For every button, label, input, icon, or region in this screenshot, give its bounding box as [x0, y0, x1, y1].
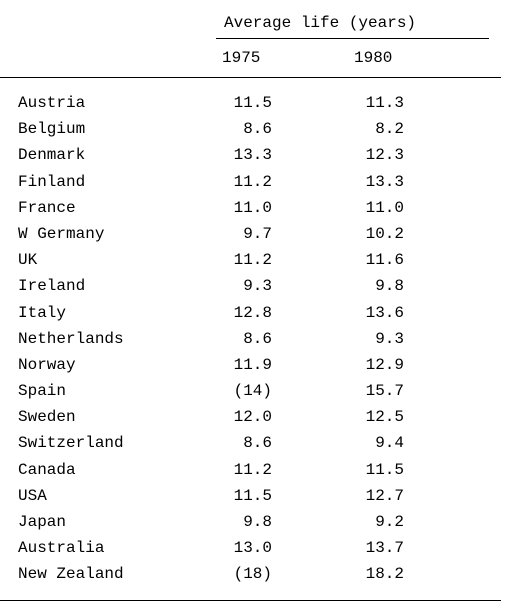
country-cell: Italy: [18, 300, 66, 326]
value-1975-cell: 8.6: [216, 430, 272, 456]
country-cell: Belgium: [18, 116, 85, 142]
country-cell: Netherlands: [18, 326, 124, 352]
table-row: W Germany 9.7 10.2: [0, 221, 511, 247]
value-1980-cell: 9.2: [348, 509, 404, 535]
value-1975-cell: 11.5: [216, 90, 272, 116]
value-1975-cell: (18): [216, 561, 272, 587]
value-1980-cell: 10.2: [348, 221, 404, 247]
table-row: Sweden 12.0 12.5: [0, 404, 511, 430]
table-row: Spain (14) 15.7: [0, 378, 511, 404]
value-1980-cell: 9.3: [348, 326, 404, 352]
value-1975-cell: 11.0: [216, 195, 272, 221]
country-cell: Australia: [18, 535, 104, 561]
value-1980-cell: 9.4: [348, 430, 404, 456]
value-1975-cell: 11.2: [216, 169, 272, 195]
value-1975-cell: 13.0: [216, 535, 272, 561]
value-1975-cell: 9.8: [216, 509, 272, 535]
value-1975-cell: 11.9: [216, 352, 272, 378]
table-header-row: 1975 1980: [0, 39, 511, 77]
value-1980-cell: 18.2: [348, 561, 404, 587]
value-1980-cell: 13.3: [348, 169, 404, 195]
column-header-1975: 1975: [222, 49, 260, 67]
table-row: Denmark 13.3 12.3: [0, 142, 511, 168]
country-cell: Switzerland: [18, 430, 124, 456]
table-row: Switzerland 8.6 9.4: [0, 430, 511, 456]
country-cell: Canada: [18, 457, 76, 483]
country-cell: Ireland: [18, 273, 85, 299]
column-header-1980: 1980: [354, 49, 392, 67]
country-cell: Japan: [18, 509, 66, 535]
table-spanner-title: Average life (years): [0, 14, 511, 38]
table-row: USA 11.5 12.7: [0, 483, 511, 509]
value-1975-cell: 13.3: [216, 142, 272, 168]
country-cell: W Germany: [18, 221, 104, 247]
table-row: Netherlands 8.6 9.3: [0, 326, 511, 352]
value-1980-cell: 11.5: [348, 457, 404, 483]
value-1980-cell: 13.7: [348, 535, 404, 561]
value-1975-cell: 11.2: [216, 457, 272, 483]
table-row: Ireland 9.3 9.8: [0, 273, 511, 299]
value-1980-cell: 11.6: [348, 247, 404, 273]
table-row: Finland 11.2 13.3: [0, 169, 511, 195]
country-cell: Denmark: [18, 142, 85, 168]
value-1980-cell: 11.0: [348, 195, 404, 221]
table-row: Norway 11.9 12.9: [0, 352, 511, 378]
value-1975-cell: (14): [216, 378, 272, 404]
table-row: Italy 12.8 13.6: [0, 300, 511, 326]
table-row: Australia 13.0 13.7: [0, 535, 511, 561]
table-row: UK 11.2 11.6: [0, 247, 511, 273]
value-1980-cell: 12.5: [348, 404, 404, 430]
value-1980-cell: 12.9: [348, 352, 404, 378]
table-row: Austria 11.5 11.3: [0, 90, 511, 116]
table-row: Japan 9.8 9.2: [0, 509, 511, 535]
table-row: France 11.0 11.0: [0, 195, 511, 221]
value-1980-cell: 9.8: [348, 273, 404, 299]
value-1975-cell: 8.6: [216, 116, 272, 142]
table-row: New Zealand (18) 18.2: [0, 561, 511, 587]
value-1975-cell: 9.3: [216, 273, 272, 299]
value-1975-cell: 8.6: [216, 326, 272, 352]
country-cell: Norway: [18, 352, 76, 378]
country-cell: Finland: [18, 169, 85, 195]
table-row: Canada 11.2 11.5: [0, 457, 511, 483]
value-1975-cell: 11.5: [216, 483, 272, 509]
value-1975-cell: 12.0: [216, 404, 272, 430]
value-1980-cell: 12.3: [348, 142, 404, 168]
country-cell: Spain: [18, 378, 66, 404]
value-1975-cell: 12.8: [216, 300, 272, 326]
rule-bottom: [0, 600, 501, 601]
country-cell: Sweden: [18, 404, 76, 430]
country-cell: UK: [18, 247, 37, 273]
average-life-table: Average life (years) 1975 1980 Austria 11…: [0, 0, 511, 601]
value-1980-cell: 8.2: [348, 116, 404, 142]
country-cell: Austria: [18, 90, 85, 116]
value-1980-cell: 12.7: [348, 483, 404, 509]
value-1975-cell: 9.7: [216, 221, 272, 247]
country-cell: France: [18, 195, 76, 221]
value-1975-cell: 11.2: [216, 247, 272, 273]
value-1980-cell: 15.7: [348, 378, 404, 404]
table-row: Belgium 8.6 8.2: [0, 116, 511, 142]
value-1980-cell: 11.3: [348, 90, 404, 116]
country-cell: USA: [18, 483, 47, 509]
table-body: Austria11.511.3Belgium8.68.2Denmark13.31…: [0, 78, 511, 600]
country-cell: New Zealand: [18, 561, 124, 587]
value-1980-cell: 13.6: [348, 300, 404, 326]
